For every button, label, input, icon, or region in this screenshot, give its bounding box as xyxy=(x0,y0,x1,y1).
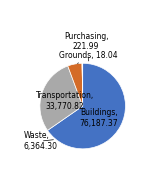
Text: Buildings,
76,187.37: Buildings, 76,187.37 xyxy=(80,108,118,128)
Wedge shape xyxy=(82,63,83,106)
Wedge shape xyxy=(82,63,83,106)
Wedge shape xyxy=(68,63,83,106)
Text: Waste,
6,364.30: Waste, 6,364.30 xyxy=(24,131,58,151)
Text: Grounds, 18.04: Grounds, 18.04 xyxy=(59,51,118,64)
Wedge shape xyxy=(40,66,83,130)
Text: Transportation,
33,770.82: Transportation, 33,770.82 xyxy=(36,91,94,111)
Text: Purchasing,
221.99: Purchasing, 221.99 xyxy=(64,32,108,61)
Wedge shape xyxy=(48,63,125,149)
